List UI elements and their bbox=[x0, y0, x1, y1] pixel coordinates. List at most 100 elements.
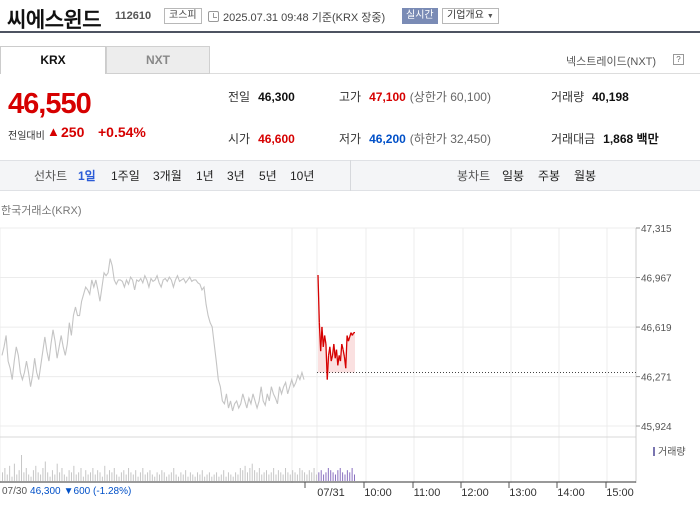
volume-bar bbox=[125, 474, 127, 481]
volume-bar bbox=[330, 470, 332, 481]
volume-bar bbox=[180, 472, 182, 481]
volume-bar bbox=[109, 470, 111, 481]
volume-bar bbox=[111, 472, 113, 481]
y-tick-label: 46,967 bbox=[641, 274, 672, 285]
volume-bar bbox=[206, 474, 208, 481]
period-1y[interactable]: 1년 bbox=[196, 169, 214, 183]
volume-bar bbox=[334, 474, 336, 481]
volume-bar bbox=[123, 470, 125, 481]
volume-bar bbox=[59, 472, 61, 481]
volume-bar bbox=[28, 474, 30, 481]
change-value: 250 bbox=[61, 124, 85, 140]
volume-bar bbox=[137, 476, 139, 481]
quote-datetime: 2025.07.31 09:48 기준(KRX 장중) bbox=[223, 9, 385, 25]
volume-bar bbox=[261, 474, 263, 481]
period-1w[interactable]: 1주일 bbox=[111, 169, 140, 183]
volume-bar bbox=[51, 470, 53, 481]
volume-bar bbox=[18, 470, 20, 481]
volume-bar bbox=[6, 474, 8, 481]
change-label: 전일대비 bbox=[8, 131, 45, 142]
prev-day-line bbox=[1, 258, 305, 412]
volume-bar bbox=[166, 476, 168, 481]
help-icon[interactable]: ? bbox=[673, 54, 684, 65]
volume-bar bbox=[118, 476, 120, 481]
candle-monthly[interactable]: 월봉 bbox=[574, 169, 597, 183]
down-arrow-icon: ▼ bbox=[63, 486, 74, 497]
prev-day-change-value: 600 bbox=[73, 486, 91, 497]
volume-bar bbox=[282, 474, 284, 481]
tab-nxt[interactable]: NXT bbox=[106, 46, 210, 74]
volume-bar bbox=[13, 463, 15, 481]
volume-bar bbox=[185, 470, 187, 481]
volume-bar bbox=[21, 455, 23, 481]
volume-bar bbox=[106, 474, 108, 481]
period-3y[interactable]: 3년 bbox=[227, 169, 245, 183]
today-line-segment bbox=[351, 332, 355, 336]
volume-bar bbox=[42, 468, 44, 481]
volume-bar bbox=[187, 476, 189, 481]
candle-daily[interactable]: 일봉 bbox=[502, 169, 525, 183]
chart-grid bbox=[0, 227, 637, 483]
x-axis: 07/31 10:00 11:00 12:00 13:00 14:00 15:00 bbox=[0, 481, 636, 499]
prev-day-date: 07/30 bbox=[2, 486, 28, 497]
volume-bar bbox=[237, 474, 239, 481]
today-line-segment bbox=[341, 343, 344, 350]
volume: 거래량 40,198 bbox=[551, 88, 629, 105]
volume-bar bbox=[120, 472, 122, 481]
clock-icon bbox=[208, 11, 219, 22]
volume-bar bbox=[275, 474, 277, 481]
volume-bar bbox=[92, 468, 94, 481]
tab-krx[interactable]: KRX bbox=[0, 46, 106, 74]
volume-bar bbox=[332, 472, 334, 481]
prev-day-price: 46,300 bbox=[30, 486, 61, 497]
candle-chart-label: 봉차트 bbox=[457, 169, 491, 183]
volume-bar bbox=[242, 470, 244, 481]
volume-bar bbox=[63, 474, 65, 481]
volume-value: 40,198 bbox=[592, 90, 629, 104]
upper-limit: (상한가 60,100) bbox=[409, 90, 491, 104]
volume-bar bbox=[156, 472, 158, 481]
datetime-value: 2025.07.31 09:48 bbox=[223, 12, 309, 24]
volume-bar bbox=[266, 470, 267, 481]
volume-bar bbox=[175, 474, 177, 481]
y-tick-label: 45,924 bbox=[641, 422, 672, 433]
volume-bar bbox=[325, 472, 327, 481]
volume-bar bbox=[192, 474, 194, 481]
volume-legend-swatch bbox=[653, 447, 655, 456]
price-chart[interactable]: 47,315 46,967 46,619 46,271 45,924 07/31 10:0… bbox=[0, 200, 700, 505]
volume-bar bbox=[308, 470, 310, 481]
today-line-segment bbox=[317, 274, 320, 323]
volume-bar bbox=[292, 470, 294, 481]
volume-bar bbox=[296, 474, 298, 481]
datetime-basis: 기준(KRX 장중) bbox=[311, 12, 386, 24]
stock-code: 112610 bbox=[115, 10, 152, 22]
period-3m[interactable]: 3개월 bbox=[153, 169, 182, 183]
volume-bar bbox=[249, 468, 251, 481]
period-5y[interactable]: 5년 bbox=[259, 169, 277, 183]
volume-bar bbox=[104, 465, 106, 481]
volume-bar bbox=[211, 476, 213, 481]
prev-close-value: 46,300 bbox=[258, 90, 295, 104]
volume-bar bbox=[246, 472, 248, 481]
today-line-segment bbox=[342, 349, 346, 357]
company-overview-button[interactable]: 기업개요 ▼ bbox=[442, 8, 499, 24]
period-10y[interactable]: 10년 bbox=[290, 169, 315, 183]
x-tick-label: 15:00 bbox=[606, 487, 634, 499]
volume-bar bbox=[287, 472, 289, 481]
company-overview-label: 기업개요 bbox=[447, 10, 484, 21]
prev-close: 전일 46,300 bbox=[228, 88, 295, 105]
realtime-badge: 실시간 bbox=[402, 8, 438, 24]
volume-bar bbox=[230, 474, 232, 481]
volume-bar bbox=[339, 468, 341, 481]
volume-bar bbox=[351, 468, 353, 481]
volume-bar bbox=[239, 468, 241, 481]
candle-weekly[interactable]: 주봉 bbox=[538, 169, 561, 183]
open-value: 46,600 bbox=[258, 132, 295, 146]
prev-close-label: 전일 bbox=[228, 90, 251, 104]
volume-bar bbox=[101, 476, 103, 481]
volume-bar bbox=[78, 472, 80, 481]
volume-bar bbox=[32, 470, 34, 481]
low-price: 저가 46,200 (하한가 32,450) bbox=[339, 130, 491, 147]
period-1d[interactable]: 1일 bbox=[78, 169, 96, 183]
nextrade-link[interactable]: 넥스트레이드(NXT) bbox=[566, 56, 657, 68]
